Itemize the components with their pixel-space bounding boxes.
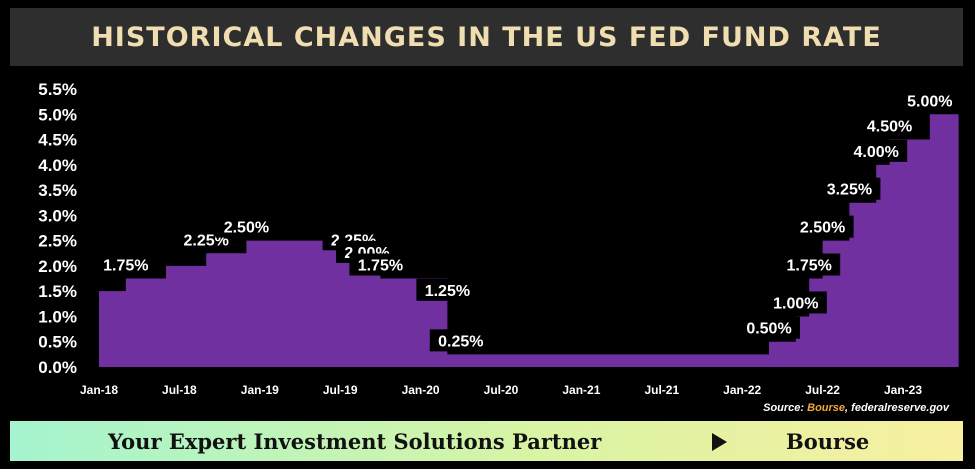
data-label-box	[778, 253, 841, 276]
x-tick-label: Jan-23	[884, 383, 922, 397]
data-label: 1.75%	[787, 258, 832, 275]
x-tick-label: Jul-19	[323, 383, 358, 397]
y-tick-label: 3.5%	[38, 181, 77, 200]
x-tick-label: Jan-18	[80, 383, 118, 397]
x-tick-label: Jan-21	[562, 383, 600, 397]
data-label: 1.75%	[103, 258, 148, 275]
rate-area	[99, 114, 959, 367]
data-label-box	[898, 89, 961, 112]
source-note: Source: Bourse, federalreserve.gov	[763, 402, 949, 414]
y-tick-label: 0.5%	[38, 333, 77, 352]
data-label-box	[845, 139, 908, 162]
data-label: 2.50%	[224, 220, 269, 237]
source-brand: Bourse	[807, 402, 846, 414]
data-label-box	[858, 114, 921, 137]
data-label: 4.50%	[867, 119, 912, 136]
data-label: 0.50%	[746, 321, 791, 338]
y-tick-label: 4.0%	[38, 156, 77, 175]
data-label-box	[94, 253, 157, 276]
data-label-box	[349, 253, 412, 276]
y-tick-label: 2.0%	[38, 257, 77, 276]
source-prefix: Source:	[763, 402, 808, 414]
y-tick-label: 0.0%	[38, 358, 77, 377]
data-label: 4.00%	[854, 144, 899, 161]
fed-rate-chart: 0.0% 0.5% 1.0% 1.5% 2.0% 2.5% 3.0% 3.5% 4.0% 4.5%…	[38, 80, 961, 397]
play-arrow-icon	[712, 433, 727, 451]
y-tick-label: 5.5%	[38, 80, 77, 99]
data-label: 5.00%	[907, 93, 952, 110]
y-tick-label: 3.0%	[38, 206, 77, 225]
source-suffix: , federalreserve.gov	[845, 402, 949, 414]
x-tick-label: Jul-18	[162, 383, 197, 397]
data-label-box	[416, 278, 479, 301]
footer-banner: Your Expert Investment Solutions Partner…	[10, 421, 963, 461]
data-label-box	[764, 291, 827, 314]
data-label-box	[791, 215, 854, 238]
data-label: 3.25%	[827, 182, 872, 199]
data-label-box	[429, 329, 492, 352]
x-tick-label: Jan-22	[723, 383, 761, 397]
title-bar: HISTORICAL CHANGES IN THE US FED FUND RA…	[10, 8, 963, 66]
y-tick-label: 4.5%	[38, 131, 77, 150]
chart-title: HISTORICAL CHANGES IN THE US FED FUND RA…	[91, 21, 882, 53]
footer-tagline: Your Expert Investment Solutions Partner	[108, 429, 602, 454]
data-label: 0.25%	[438, 333, 483, 350]
data-label: 2.50%	[800, 220, 845, 237]
data-label-box	[818, 177, 881, 200]
data-label: 1.75%	[358, 258, 403, 275]
y-tick-label: 5.0%	[38, 105, 77, 124]
x-tick-label: Jan-20	[402, 383, 440, 397]
x-tick-label: Jul-20	[484, 383, 519, 397]
y-tick-label: 2.5%	[38, 232, 77, 251]
footer-brand: Bourse	[786, 429, 870, 454]
data-label-box	[215, 215, 278, 238]
x-tick-label: Jul-22	[805, 383, 840, 397]
data-label: 1.00%	[773, 295, 818, 312]
y-tick-label: 1.0%	[38, 307, 77, 326]
x-tick-label: Jan-19	[241, 383, 279, 397]
data-label: 1.25%	[425, 283, 470, 300]
data-label-box	[738, 316, 800, 339]
y-tick-label: 1.5%	[38, 282, 77, 301]
x-tick-label: Jul-21	[644, 383, 679, 397]
